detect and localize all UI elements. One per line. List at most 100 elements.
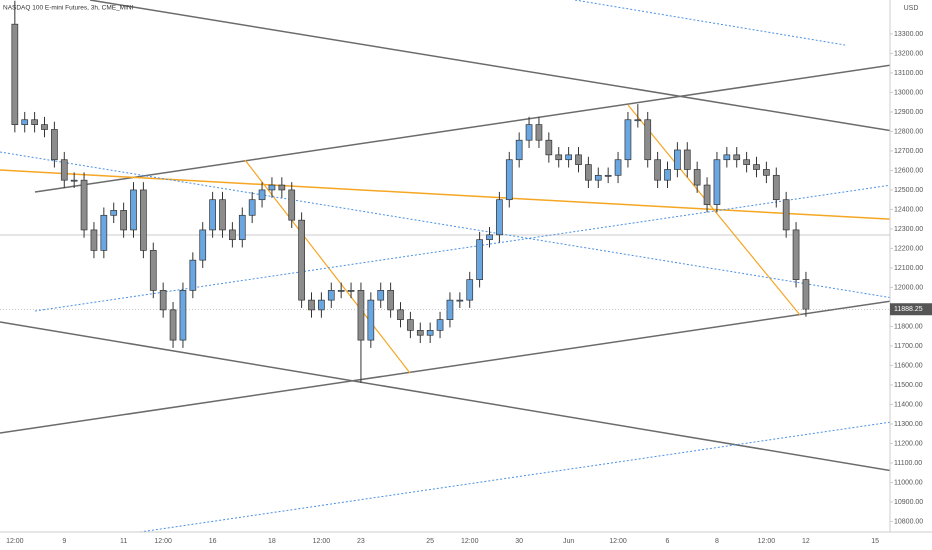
x-tick-label: 12:00	[6, 538, 24, 545]
candle-body	[743, 159, 750, 165]
candle-body	[545, 139, 553, 156]
y-tick-label: 13000.00	[894, 89, 923, 96]
candle-body	[486, 234, 493, 241]
y-tick-label: 11800.00	[894, 323, 923, 330]
candle-body	[21, 119, 29, 125]
y-tick-label: 12800.00	[894, 128, 923, 135]
y-tick-label: 11500.00	[894, 382, 923, 389]
candle-body	[219, 199, 226, 231]
x-tick-label: 12:00	[313, 538, 331, 545]
x-tick-label: 16	[209, 538, 217, 545]
candle-body	[644, 119, 652, 161]
candle-body	[278, 184, 286, 191]
trend-line	[627, 104, 801, 316]
candle-body	[31, 119, 38, 125]
candle-body	[515, 139, 523, 161]
candle-body	[753, 164, 760, 170]
dotted-line	[34, 182, 906, 312]
x-tick-label: 12:00	[461, 538, 479, 545]
y-tick-label: 12300.00	[894, 226, 923, 233]
candle-body	[149, 250, 157, 291]
candle-body	[199, 229, 207, 261]
dotted-line	[139, 419, 906, 533]
y-tick-label: 12600.00	[894, 167, 923, 174]
dotted-line	[574, 0, 846, 46]
candle-body	[624, 119, 632, 161]
y-tick-label: 11000.00	[894, 479, 923, 486]
candle-body	[683, 149, 691, 170]
candle-body	[140, 189, 147, 251]
x-tick-label: 12	[802, 538, 810, 545]
candle-body	[466, 279, 474, 301]
x-tick-label: 15	[871, 538, 879, 545]
candle-body	[70, 179, 78, 182]
candle-body	[11, 23, 19, 125]
candle-body	[298, 219, 305, 301]
y-tick-label: 10900.00	[894, 499, 923, 506]
chart-title: NASDAQ 100 E-mini Futures, 3h, CME_MINI	[3, 5, 134, 12]
candle-body	[802, 279, 810, 310]
candle-body	[90, 229, 98, 251]
y-tick-label: 13300.00	[894, 31, 923, 38]
x-tick-label: Jun	[563, 538, 574, 545]
x-tick-label: 8	[715, 538, 719, 545]
candle-body	[505, 159, 513, 201]
x-tick-label: 12:00	[758, 538, 776, 545]
candle-body	[238, 214, 246, 241]
y-tick-label: 12200.00	[894, 245, 923, 252]
candle-body	[80, 179, 88, 231]
x-tick-label: 11	[120, 538, 127, 545]
candle-body	[110, 210, 118, 216]
candle-body	[308, 299, 315, 311]
candle-body	[664, 169, 671, 181]
trend-line	[244, 159, 411, 374]
y-tick-label: 12000.00	[894, 284, 923, 291]
drawings	[0, 0, 906, 533]
candle-body	[604, 174, 612, 177]
candle-body	[337, 290, 345, 292]
candle-body	[327, 290, 335, 301]
candle-body	[585, 164, 592, 181]
trend-line	[0, 169, 906, 221]
candle-body	[456, 299, 464, 302]
candle-body	[51, 129, 58, 161]
candle-body	[555, 154, 563, 161]
y-tick-label: 12500.00	[894, 187, 923, 194]
candle-body	[763, 169, 770, 176]
y-tick-label: 11600.00	[894, 362, 923, 369]
candle-body	[693, 169, 701, 186]
y-tick-label: 11100.00	[894, 460, 922, 467]
trend-line	[89, 0, 906, 134]
y-tick-label: 12900.00	[894, 109, 923, 116]
x-tick-label: 9	[62, 538, 66, 545]
candle-body	[258, 189, 266, 201]
candle-body	[416, 330, 424, 336]
trend-line	[34, 62, 906, 193]
price-axis	[890, 0, 932, 550]
candle-body	[179, 290, 187, 341]
candle-body	[634, 119, 642, 122]
dotted-line	[0, 151, 906, 301]
candle-body	[347, 290, 355, 292]
y-tick-label: 13100.00	[894, 70, 923, 77]
candle-body	[723, 154, 731, 161]
candle-body	[594, 174, 602, 181]
y-tick-label: 11300.00	[894, 421, 923, 428]
candle-body	[436, 319, 444, 331]
candle-body	[535, 124, 543, 141]
trend-line	[0, 298, 906, 434]
x-tick-label: 12:00	[609, 538, 627, 545]
candle-body	[387, 290, 394, 311]
x-tick-label: 30	[515, 538, 523, 545]
y-tick-label: 11700.00	[894, 343, 923, 350]
candle-body	[209, 199, 216, 231]
candle-body	[159, 290, 167, 311]
y-tick-label: 13200.00	[894, 50, 923, 57]
y-tick-label: 11200.00	[894, 440, 923, 447]
candle-body	[120, 210, 127, 231]
candle-body	[130, 189, 137, 231]
x-tick-label: 23	[357, 538, 365, 545]
trend-line	[0, 321, 906, 474]
